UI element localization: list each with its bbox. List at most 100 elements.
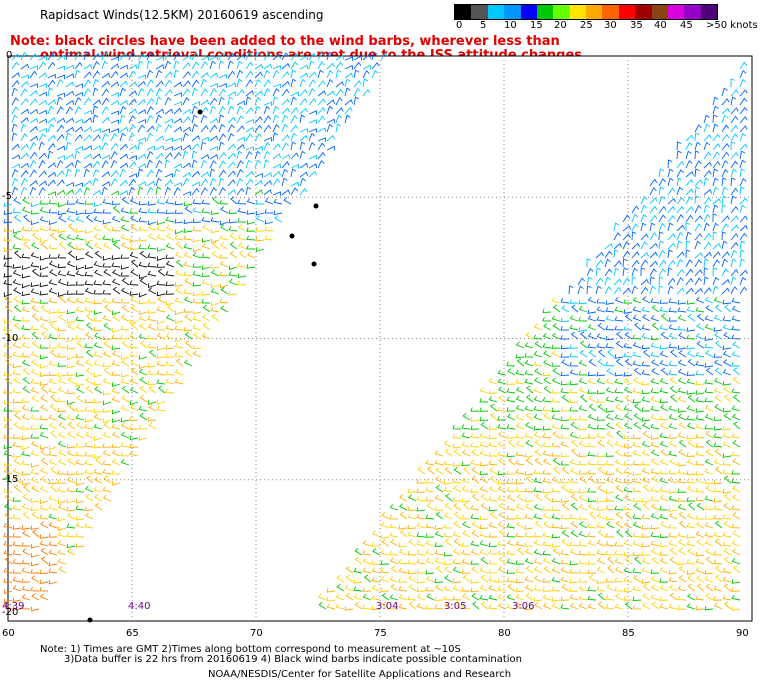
wind-barb bbox=[209, 168, 216, 178]
wind-barb bbox=[84, 200, 94, 205]
wind-barb bbox=[121, 394, 130, 403]
wind-barb bbox=[57, 353, 67, 358]
wind-barb bbox=[695, 380, 705, 386]
wind-barb bbox=[210, 288, 220, 295]
wind-barb bbox=[488, 559, 498, 565]
wind-barb bbox=[677, 585, 687, 592]
wind-barb bbox=[543, 412, 552, 421]
wind-barb bbox=[48, 422, 58, 430]
wind-barb bbox=[371, 584, 381, 592]
wind-barb bbox=[614, 396, 624, 403]
wind-barb bbox=[435, 484, 444, 493]
wind-barb bbox=[668, 423, 678, 430]
wind-barb bbox=[739, 168, 746, 178]
wind-barb bbox=[84, 264, 94, 270]
wind-barb bbox=[659, 377, 669, 385]
wind-barb bbox=[156, 220, 166, 226]
wind-barb bbox=[705, 350, 714, 358]
wind-barb bbox=[551, 407, 561, 413]
wind-barb bbox=[48, 225, 58, 232]
wind-barb bbox=[22, 241, 31, 250]
wind-barb bbox=[416, 507, 426, 512]
wind-barb bbox=[156, 198, 166, 205]
wind-barb bbox=[595, 267, 601, 277]
wind-barb bbox=[66, 523, 76, 529]
wind-barb bbox=[632, 551, 642, 557]
wind-barb bbox=[121, 196, 130, 205]
wind-barb bbox=[66, 400, 76, 405]
wind-barb bbox=[182, 126, 192, 133]
wind-barb bbox=[623, 521, 633, 529]
wind-barb bbox=[38, 170, 47, 178]
wind-barb bbox=[721, 258, 728, 268]
wind-barb bbox=[39, 216, 49, 223]
wind-barb bbox=[85, 359, 94, 367]
wind-barb bbox=[687, 502, 696, 511]
wind-barb bbox=[425, 604, 435, 610]
island-marker bbox=[313, 203, 319, 209]
wind-barb bbox=[165, 388, 175, 394]
wind-barb bbox=[471, 593, 480, 601]
wind-barb bbox=[245, 96, 252, 106]
wind-barb bbox=[695, 360, 705, 367]
wind-barb bbox=[93, 453, 103, 459]
wind-barb bbox=[686, 570, 696, 575]
wind-barb bbox=[299, 78, 307, 88]
wind-barb bbox=[121, 422, 130, 430]
wind-barb bbox=[344, 107, 353, 115]
wind-barb bbox=[551, 362, 561, 367]
wind-barb bbox=[326, 105, 334, 115]
wind-barb bbox=[480, 556, 489, 565]
wind-barb bbox=[290, 124, 299, 133]
wind-barb bbox=[120, 373, 130, 378]
wind-barb bbox=[65, 162, 74, 169]
wind-barb bbox=[22, 385, 31, 394]
wind-barb bbox=[488, 434, 498, 440]
wind-barb bbox=[75, 459, 85, 466]
wind-barb bbox=[721, 151, 730, 160]
wind-barb bbox=[488, 396, 498, 403]
wind-barb bbox=[165, 370, 175, 376]
wind-barb bbox=[75, 372, 85, 377]
wind-barb bbox=[416, 558, 426, 565]
wind-barb bbox=[85, 377, 94, 385]
wind-barb bbox=[200, 114, 208, 124]
wind-barb bbox=[640, 204, 648, 214]
wind-barb bbox=[157, 385, 166, 394]
wind-barb bbox=[714, 359, 723, 367]
wind-barb bbox=[29, 186, 37, 196]
wind-barb bbox=[39, 265, 49, 271]
wind-barb bbox=[596, 506, 606, 511]
wind-barb bbox=[31, 305, 40, 313]
wind-barb bbox=[434, 549, 444, 556]
wind-barb bbox=[739, 61, 748, 70]
wind-barb bbox=[362, 587, 372, 592]
wind-barb bbox=[57, 342, 67, 349]
wind-barb bbox=[561, 305, 570, 313]
wind-barb bbox=[21, 480, 31, 486]
wind-barb bbox=[146, 79, 154, 88]
wind-barb bbox=[22, 367, 31, 376]
wind-barb bbox=[649, 285, 656, 295]
wind-barb bbox=[138, 368, 148, 376]
wind-barb bbox=[84, 406, 94, 412]
wind-barb bbox=[39, 467, 49, 475]
wind-barb bbox=[551, 566, 561, 574]
wind-barb bbox=[228, 226, 238, 232]
wind-barb bbox=[398, 594, 408, 601]
wind-barb bbox=[101, 181, 111, 187]
wind-barb bbox=[58, 241, 67, 250]
wind-barb bbox=[318, 601, 327, 610]
wind-barb bbox=[103, 223, 112, 232]
wind-barb bbox=[407, 559, 417, 565]
wind-barb bbox=[739, 197, 748, 205]
wind-barb bbox=[560, 549, 570, 556]
wind-barb bbox=[84, 280, 94, 286]
wind-barb bbox=[39, 444, 49, 450]
wind-barb bbox=[371, 530, 381, 538]
wind-barb bbox=[570, 331, 579, 340]
wind-barb bbox=[155, 56, 165, 62]
wind-barb bbox=[220, 286, 229, 295]
wind-barb bbox=[48, 360, 58, 367]
wind-barb bbox=[534, 566, 543, 574]
